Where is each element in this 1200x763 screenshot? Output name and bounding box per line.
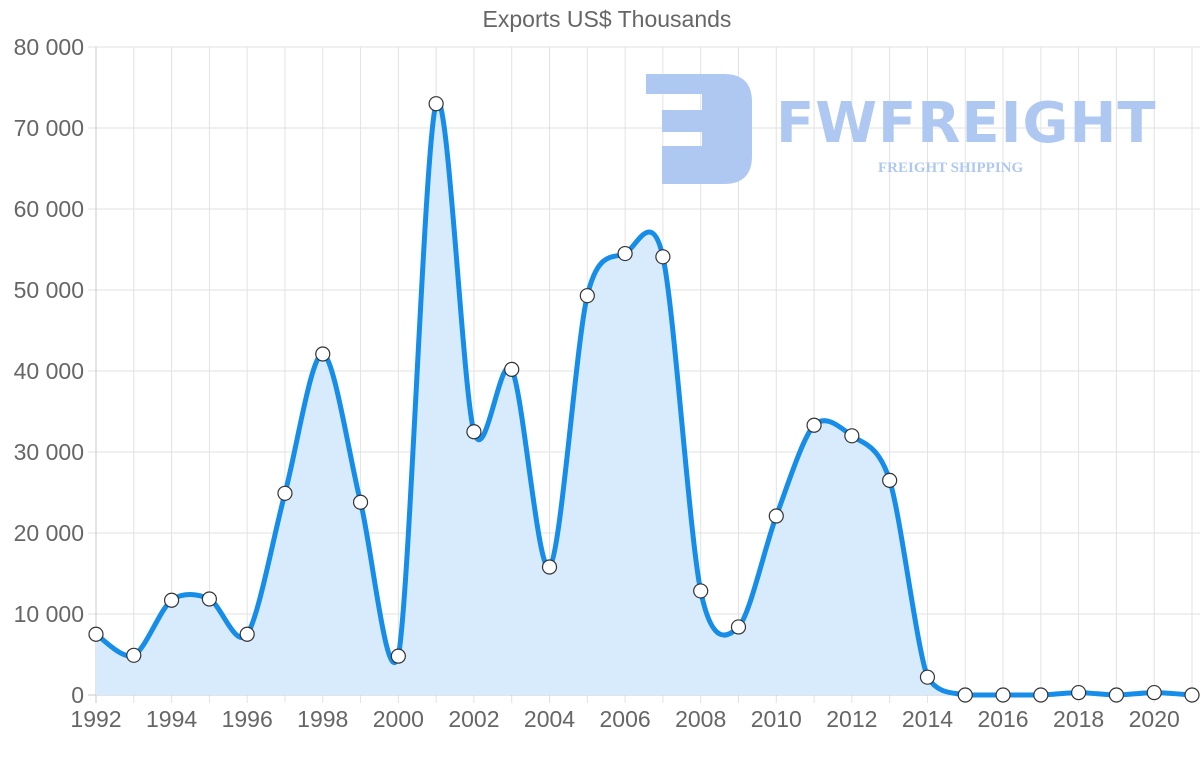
chart-title: Exports US$ Thousands	[482, 6, 732, 32]
x-tick-label: 1998	[297, 706, 348, 732]
x-tick-label: 2020	[1129, 706, 1180, 732]
x-tick-label: 2006	[600, 706, 651, 732]
data-point-marker[interactable]	[768, 508, 784, 524]
x-tick-label: 2010	[751, 706, 802, 732]
x-tick-label: 2012	[826, 706, 877, 732]
x-tick-label: 2004	[524, 706, 575, 732]
data-point-marker[interactable]	[693, 583, 709, 599]
y-tick-label: 50 000	[14, 277, 84, 303]
x-tick-label: 1994	[146, 706, 197, 732]
x-tick-label: 2018	[1053, 706, 1104, 732]
y-tick-label: 0	[71, 682, 84, 708]
y-tick-label: 10 000	[14, 601, 84, 627]
data-point-marker[interactable]	[390, 648, 406, 664]
x-tick-label: 1992	[70, 706, 121, 732]
data-point-marker[interactable]	[1033, 687, 1049, 703]
y-tick-label: 70 000	[14, 115, 84, 141]
y-tick-label: 20 000	[14, 520, 84, 546]
x-tick-label: 2000	[373, 706, 424, 732]
data-point-marker[interactable]	[1146, 684, 1162, 701]
data-point-marker[interactable]	[730, 619, 747, 635]
y-tick-label: 40 000	[14, 358, 84, 384]
y-tick-label: 80 000	[14, 34, 84, 60]
data-points	[88, 96, 1200, 703]
data-point-marker[interactable]	[239, 626, 255, 642]
data-point-marker[interactable]	[315, 346, 331, 362]
data-point-marker[interactable]	[655, 249, 671, 265]
data-point-marker[interactable]	[88, 626, 104, 642]
data-point-marker[interactable]	[882, 472, 898, 488]
data-point-marker[interactable]	[919, 669, 936, 685]
data-point-marker[interactable]	[201, 591, 217, 607]
data-point-marker[interactable]	[428, 96, 444, 112]
x-tick-label: 2016	[977, 706, 1028, 732]
data-point-marker[interactable]	[579, 288, 595, 304]
data-point-marker[interactable]	[806, 417, 822, 433]
data-point-marker[interactable]	[957, 687, 973, 703]
data-point-marker[interactable]	[1108, 687, 1125, 703]
x-tick-label: 2008	[675, 706, 726, 732]
data-point-marker[interactable]	[1184, 687, 1200, 703]
data-point-marker[interactable]	[617, 245, 633, 262]
x-axis-ticks: 1992 1994 1996 1998 2000 2002 2004 2006 2008 2010…	[70, 706, 1179, 732]
y-axis-ticks: 0 10 000 20 000 30 000 40 000 50 000 60 000 70 …	[14, 34, 84, 708]
data-point-marker[interactable]	[352, 494, 369, 510]
x-tick-label: 2014	[902, 706, 953, 732]
series-line	[94, 98, 1193, 698]
x-tick-label: 1996	[222, 706, 273, 732]
data-point-marker[interactable]	[995, 687, 1011, 703]
data-point-marker[interactable]	[541, 559, 558, 575]
data-point-marker[interactable]	[163, 592, 180, 608]
y-tick-label: 60 000	[14, 196, 84, 222]
y-tick-label: 30 000	[14, 439, 84, 465]
data-point-marker[interactable]	[126, 647, 142, 663]
data-point-marker[interactable]	[466, 424, 482, 440]
data-point-marker[interactable]	[1071, 684, 1087, 701]
data-point-marker[interactable]	[844, 428, 860, 444]
series-area-fill	[96, 101, 1192, 695]
data-point-marker[interactable]	[277, 485, 293, 501]
x-tick-label: 2002	[448, 706, 499, 732]
data-point-marker[interactable]	[504, 361, 520, 377]
